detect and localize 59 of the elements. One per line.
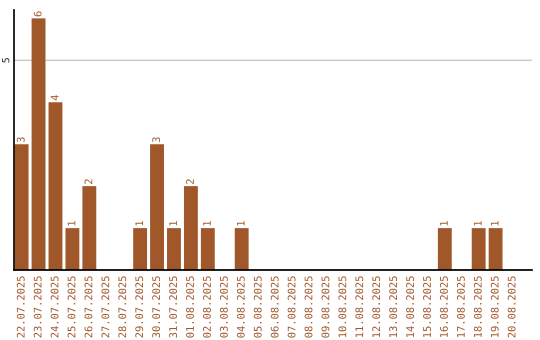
- y-tick-label: 5: [2, 58, 10, 63]
- bar: [133, 228, 148, 270]
- x-tick-label: 09.08.2025: [321, 276, 330, 338]
- bar: [438, 228, 452, 270]
- x-tick-label: 06.08.2025: [270, 276, 279, 338]
- x-tick-label: 17.08.2025: [456, 276, 465, 338]
- x-tick-label: 03.08.2025: [220, 276, 228, 338]
- bar: [150, 144, 164, 270]
- bar: [167, 228, 181, 270]
- x-tick-label: 29.07.2025: [135, 276, 144, 338]
- x-tick-label: 10.08.2025: [338, 276, 346, 338]
- x-tick-label: 19.08.2025: [490, 276, 499, 338]
- x-tick-label: 31.07.2025: [169, 276, 178, 338]
- bar: [82, 186, 96, 270]
- data-label: 6: [34, 11, 42, 16]
- x-tick-label: 13.08.2025: [389, 276, 398, 338]
- bar: [200, 228, 215, 270]
- x-tick-label: 28.07.2025: [118, 276, 126, 338]
- bar: [14, 144, 29, 270]
- data-label: 1: [169, 221, 177, 226]
- data-label: 2: [186, 179, 194, 184]
- x-tick-label: 12.08.2025: [372, 276, 380, 338]
- data-label: 1: [440, 221, 448, 226]
- x-tick-label: 05.08.2025: [254, 276, 262, 338]
- data-label: 1: [236, 221, 245, 226]
- x-tick-label: 20.08.2025: [508, 276, 516, 338]
- x-tick-label: 07.08.2025: [288, 276, 296, 338]
- x-tick-label: 02.08.2025: [203, 276, 211, 338]
- bar: [472, 228, 486, 270]
- data-label: 1: [135, 221, 144, 226]
- bar: [48, 102, 62, 270]
- bar: [32, 18, 46, 270]
- data-label: 1: [68, 221, 76, 226]
- x-tick-label: 01.08.2025: [186, 276, 194, 338]
- x-tick-label: 08.08.2025: [304, 276, 312, 338]
- x-tick-label: 26.07.2025: [84, 276, 92, 338]
- x-tick-label: 18.08.2025: [474, 276, 482, 338]
- x-tick-label: 25.07.2025: [68, 276, 76, 338]
- data-label: 4: [50, 95, 58, 100]
- bar: [488, 228, 503, 270]
- x-tick-label: 16.08.2025: [440, 276, 448, 338]
- data-label: 3: [16, 137, 25, 142]
- x-tick-label: 14.08.2025: [406, 276, 414, 338]
- bar: [184, 186, 198, 270]
- bar: [234, 228, 249, 270]
- x-tick-label: 30.07.2025: [152, 276, 160, 338]
- data-label: 1: [490, 221, 499, 226]
- x-tick-label: 15.08.2025: [423, 276, 431, 338]
- data-label: 1: [203, 221, 211, 226]
- bar: [65, 228, 80, 270]
- x-tick-label: 24.07.2025: [50, 276, 59, 338]
- x-tick-label: 23.07.2025: [34, 276, 42, 338]
- data-label: 2: [84, 179, 92, 184]
- x-tick-label: 11.08.2025: [355, 276, 364, 338]
- data-label: 1: [474, 221, 482, 226]
- x-tick-label: 04.08.2025: [236, 276, 245, 338]
- x-tick-label: 27.07.2025: [101, 276, 110, 338]
- x-tick-label: 22.07.2025: [16, 276, 25, 338]
- data-label: 3: [152, 137, 160, 142]
